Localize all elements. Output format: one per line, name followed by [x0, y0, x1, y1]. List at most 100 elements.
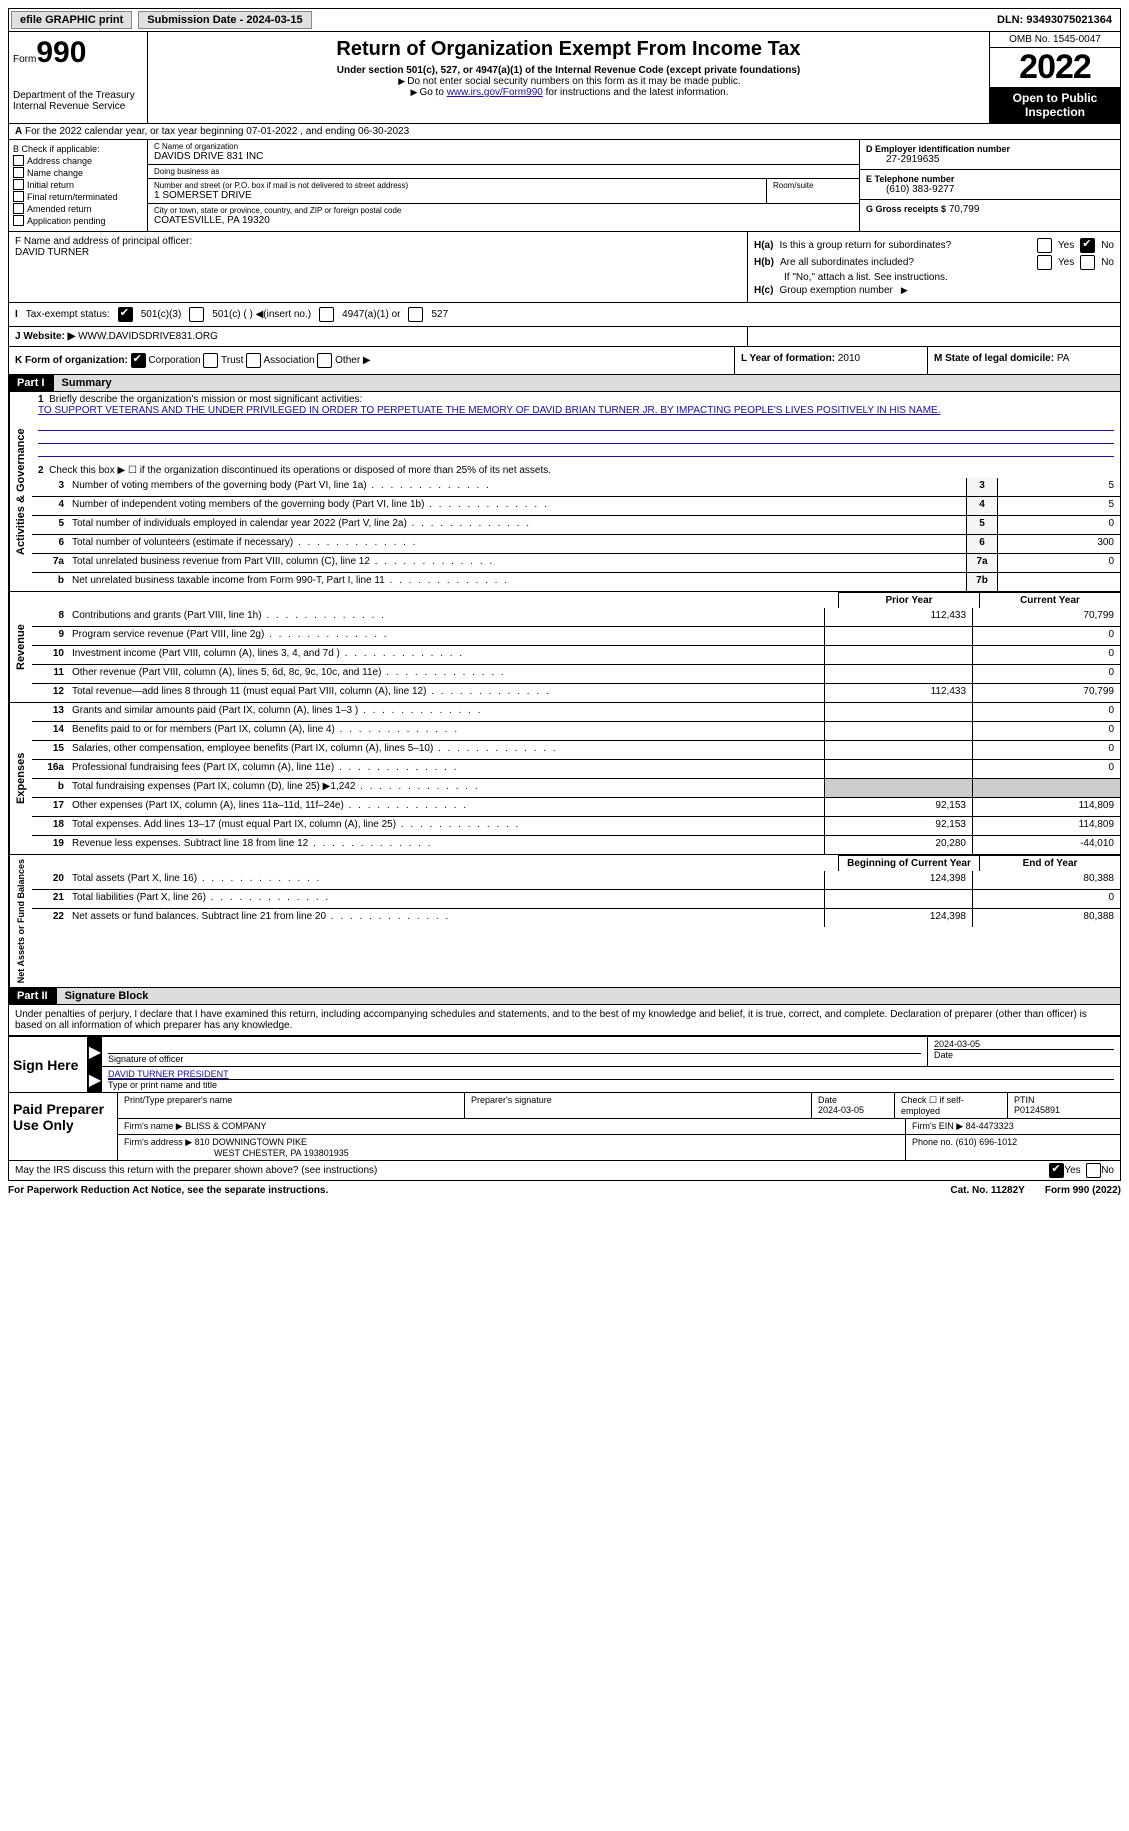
- website-value: WWW.DAVIDSDRIVE831.ORG: [78, 331, 218, 342]
- firm-name-value: BLISS & COMPANY: [185, 1121, 266, 1131]
- mission-text: TO SUPPORT VETERANS AND THE UNDER PRIVIL…: [38, 405, 940, 416]
- firm-ein-label: Firm's EIN ▶: [912, 1121, 963, 1131]
- side-label-na: Net Assets or Fund Balances: [9, 855, 32, 987]
- summary-line: 18Total expenses. Add lines 13–17 (must …: [32, 816, 1120, 835]
- part1-exp-body: 13Grants and similar amounts paid (Part …: [32, 703, 1120, 854]
- efile-print-button[interactable]: efile GRAPHIC print: [11, 11, 132, 29]
- col-b-checkboxes: B Check if applicable: Address change Na…: [9, 140, 148, 231]
- lbl-name-change: Name change: [27, 168, 83, 178]
- summary-line: bTotal fundraising expenses (Part IX, co…: [32, 778, 1120, 797]
- summary-line: 9Program service revenue (Part VIII, lin…: [32, 626, 1120, 645]
- chk-assoc[interactable]: [246, 353, 261, 368]
- lbl-4947: 4947(a)(1) or: [342, 309, 400, 320]
- chk-address-change[interactable]: [13, 155, 24, 166]
- ha-yes-lbl: Yes: [1058, 240, 1074, 251]
- ptin-label: PTIN: [1014, 1095, 1035, 1105]
- lbl-501c3: 501(c)(3): [141, 309, 182, 320]
- submission-date-button[interactable]: Submission Date - 2024-03-15: [138, 11, 311, 29]
- officer-name-label: Type or print name and title: [108, 1079, 1114, 1090]
- chk-other[interactable]: [317, 353, 332, 368]
- chk-name-change[interactable]: [13, 167, 24, 178]
- col-c-org-info: C Name of organization DAVIDS DRIVE 831 …: [148, 140, 859, 231]
- paid-preparer-label: Paid Preparer Use Only: [9, 1093, 117, 1160]
- discuss-yes-lbl: Yes: [1064, 1165, 1080, 1176]
- row-a-calendar-year: A For the 2022 calendar year, or tax yea…: [8, 124, 1121, 140]
- prep-name-label: Print/Type preparer's name: [118, 1093, 465, 1118]
- chk-final-return[interactable]: [13, 191, 24, 202]
- rev-col-headers: Prior Year Current Year: [32, 592, 1120, 608]
- chk-app-pending[interactable]: [13, 215, 24, 226]
- hb-no-chk[interactable]: [1080, 255, 1095, 270]
- na-col-headers: Beginning of Current Year End of Year: [32, 855, 1120, 871]
- gross-receipts-label: G Gross receipts $: [866, 204, 946, 214]
- form-header: Form990 Department of the Treasury Inter…: [8, 32, 1121, 124]
- summary-line: 13Grants and similar amounts paid (Part …: [32, 703, 1120, 721]
- irs-link[interactable]: www.irs.gov/Form990: [447, 87, 543, 98]
- chk-4947[interactable]: [319, 307, 334, 322]
- form-label: Form: [13, 54, 36, 65]
- lbl-527: 527: [431, 309, 448, 320]
- part2-title: Signature Block: [56, 988, 1120, 1004]
- phone-label: E Telephone number: [866, 174, 1114, 184]
- chk-initial-return[interactable]: [13, 179, 24, 190]
- dba-label: Doing business as: [154, 167, 853, 176]
- begin-year-hdr: Beginning of Current Year: [838, 855, 979, 871]
- dln-label: DLN: 93493075021364: [997, 14, 1118, 26]
- note-goto-pre: Go to: [419, 87, 446, 98]
- ha-no-lbl: No: [1101, 240, 1114, 251]
- room-label: Room/suite: [773, 181, 853, 190]
- prep-date-value: 2024-03-05: [818, 1105, 864, 1115]
- chk-501c3[interactable]: [118, 307, 133, 322]
- chk-527[interactable]: [408, 307, 423, 322]
- prep-sig-label: Preparer's signature: [465, 1093, 812, 1118]
- discuss-no-chk[interactable]: [1086, 1163, 1101, 1178]
- part1-ag-body: 1 Briefly describe the organization's mi…: [32, 392, 1120, 591]
- chk-trust[interactable]: [203, 353, 218, 368]
- ein-label: D Employer identification number: [866, 144, 1114, 154]
- lbl-other: Other ▶: [335, 355, 370, 366]
- lbl-501c: 501(c) ( ) ◀(insert no.): [212, 309, 311, 320]
- row-klm: K Form of organization: Corporation Trus…: [8, 347, 1121, 375]
- officer-label: F Name and address of principal officer:: [15, 236, 741, 247]
- section-bcde: B Check if applicable: Address change Na…: [8, 140, 1121, 232]
- line2-text: Check this box ▶ ☐ if the organization d…: [49, 465, 551, 476]
- state-domicile-value: PA: [1057, 353, 1070, 364]
- chk-corp[interactable]: [131, 353, 146, 368]
- section-fh: F Name and address of principal officer:…: [8, 232, 1121, 303]
- prior-year-hdr: Prior Year: [838, 592, 979, 608]
- ein-value: 27-2919635: [866, 154, 1114, 165]
- firm-phone-value: (610) 696-1012: [956, 1137, 1018, 1147]
- org-name: DAVIDS DRIVE 831 INC: [154, 151, 853, 162]
- chk-amended[interactable]: [13, 203, 24, 214]
- header-right: OMB No. 1545-0047 2022 Open to Public In…: [989, 32, 1120, 123]
- part1-title: Summary: [53, 375, 1120, 391]
- summary-line: 6Total number of volunteers (estimate if…: [32, 534, 1120, 553]
- mission-blank-line: [38, 431, 1114, 444]
- dept-treasury: Department of the Treasury: [13, 90, 143, 101]
- hb-yes-chk[interactable]: [1037, 255, 1052, 270]
- part1-rev-container: Revenue Prior Year Current Year 8Contrib…: [8, 592, 1121, 703]
- summary-line: 7aTotal unrelated business revenue from …: [32, 553, 1120, 572]
- summary-line: 22Net assets or fund balances. Subtract …: [32, 908, 1120, 927]
- ha-no-chk[interactable]: [1080, 238, 1095, 253]
- lbl-assoc: Association: [263, 355, 314, 366]
- part1-exp-container: Expenses 13Grants and similar amounts pa…: [8, 703, 1121, 855]
- part1-na-body: Beginning of Current Year End of Year 20…: [32, 855, 1120, 987]
- side-label-exp: Expenses: [9, 703, 32, 854]
- summary-line: 19Revenue less expenses. Subtract line 1…: [32, 835, 1120, 854]
- paperwork-notice: For Paperwork Reduction Act Notice, see …: [8, 1185, 930, 1196]
- tax-status-label: Tax-exempt status:: [26, 309, 110, 320]
- col-de: D Employer identification number 27-2919…: [859, 140, 1120, 231]
- state-domicile-label: M State of legal domicile:: [934, 353, 1054, 364]
- header-center: Return of Organization Exempt From Incom…: [148, 32, 989, 123]
- ha-yes-chk[interactable]: [1037, 238, 1052, 253]
- discuss-yes-chk[interactable]: [1049, 1163, 1064, 1178]
- phone-value: (610) 383-9277: [866, 184, 1114, 195]
- chk-501c[interactable]: [189, 307, 204, 322]
- note-goto-post: for instructions and the latest informat…: [543, 87, 729, 98]
- firm-name-label: Firm's name ▶: [124, 1121, 183, 1131]
- summary-line: 17Other expenses (Part IX, column (A), l…: [32, 797, 1120, 816]
- org-name-label: C Name of organization: [154, 142, 853, 151]
- sig-arrow-icon: ▶: [88, 1037, 102, 1066]
- summary-line: 15Salaries, other compensation, employee…: [32, 740, 1120, 759]
